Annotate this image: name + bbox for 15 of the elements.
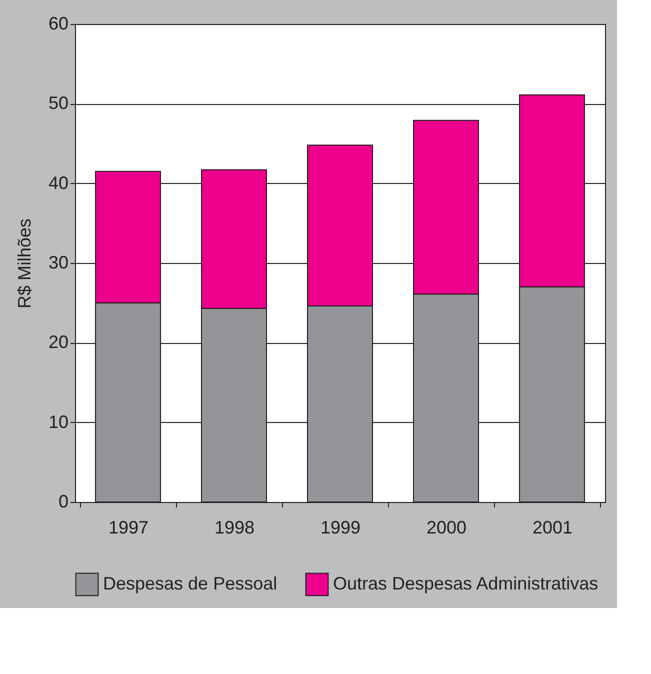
y-tick-label: 20 xyxy=(48,332,68,352)
y-axis-title: R$ Milhões xyxy=(14,218,34,309)
x-tick-label: 1999 xyxy=(320,518,361,538)
x-tick-label: 1997 xyxy=(108,518,149,538)
y-tick-label: 0 xyxy=(58,492,68,512)
x-tick-label: 2001 xyxy=(532,518,573,538)
y-tick-label: 30 xyxy=(48,252,68,272)
legend-label: Outras Despesas Administrativas xyxy=(333,573,598,594)
legend-label: Despesas de Pessoal xyxy=(103,573,278,594)
x-tick-label: 1998 xyxy=(214,518,255,538)
y-tick-label: 50 xyxy=(48,93,68,114)
y-tick-label: 60 xyxy=(48,14,68,34)
y-tick-label: 40 xyxy=(48,172,68,193)
y-tick-label: 10 xyxy=(48,412,68,432)
x-tick-label: 2000 xyxy=(426,518,467,538)
